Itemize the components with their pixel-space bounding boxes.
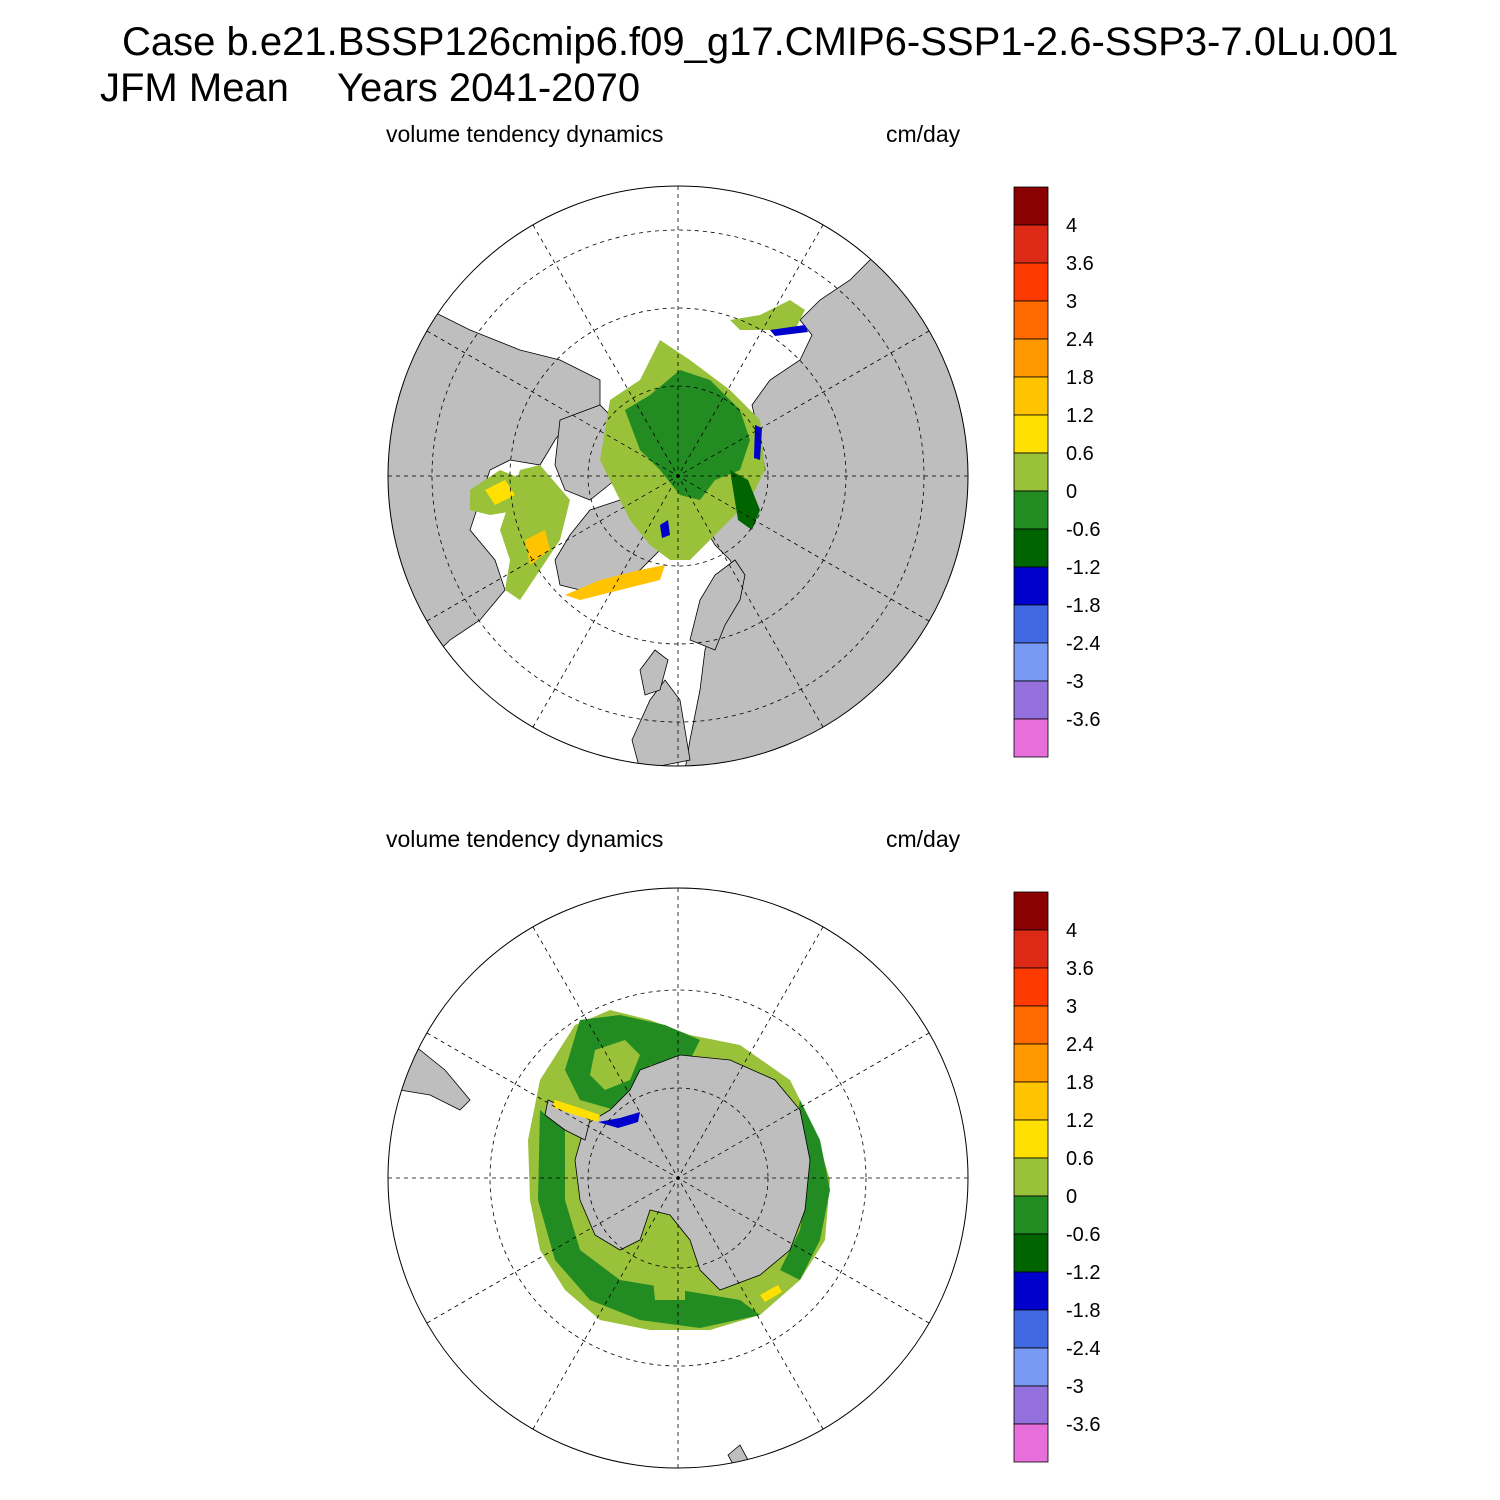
weddell-positive-strip <box>552 1100 600 1122</box>
hudson-bay-positive <box>485 480 515 505</box>
north-colorbar-tick-label: 2.4 <box>1066 329 1094 351</box>
south-colorbar-swatch <box>1013 1271 1049 1311</box>
north-map-border <box>387 185 969 767</box>
south-colorbar-swatch <box>1013 1233 1049 1273</box>
north-colorbar-swatch <box>1013 452 1049 492</box>
north-colorbar-tick-label: 3.6 <box>1066 253 1094 275</box>
greenland-east-negative <box>660 520 670 538</box>
north-colorbar-tick-label: -2.4 <box>1066 633 1100 655</box>
north-colorbar-swatch <box>1013 262 1049 302</box>
south-colorbar-tick-label: 0.6 <box>1066 1148 1094 1170</box>
arctic-ice-field-neg1.2 <box>730 470 760 530</box>
north-america-land <box>388 299 601 701</box>
north-colorbar-tick-label: -3.6 <box>1066 709 1100 731</box>
north-colorbar-swatch <box>1013 566 1049 606</box>
south-colorbar-swatch <box>1013 1195 1049 1235</box>
north-colorbar-swatch <box>1013 528 1049 568</box>
south-polar-map <box>387 887 969 1469</box>
south-colorbar-swatch <box>1013 1423 1049 1463</box>
antarctica-land <box>574 1054 811 1291</box>
british-isles <box>639 649 669 696</box>
bering-ice <box>730 300 805 330</box>
south-colorbar-swatch <box>1013 1385 1049 1425</box>
north-colorbar-tick-label: 1.2 <box>1066 405 1094 427</box>
north-colorbar-tick-label: -1.2 <box>1066 557 1100 579</box>
baffin-bay-positive <box>525 530 550 565</box>
south-colorbar-swatch <box>1013 1119 1049 1159</box>
weddell-ice-inner <box>590 1040 640 1090</box>
south-colorbar-tick-label: 4 <box>1066 920 1077 942</box>
south-colorbar-tick-label: 0 <box>1066 1186 1077 1208</box>
north-panel-left-label: volume tendency dynamics <box>386 121 664 147</box>
europe-land <box>631 679 691 766</box>
north-colorbar-tick-label: 0.6 <box>1066 443 1094 465</box>
south-colorbar-tick-label: 2.4 <box>1066 1034 1094 1056</box>
north-panel-units-label: cm/day <box>886 121 961 147</box>
season-label: JFM Mean <box>100 66 289 110</box>
north-colorbar-swatch <box>1013 376 1049 416</box>
north-polar-map <box>387 185 969 767</box>
south-colorbar-swatch <box>1013 1081 1049 1121</box>
south-colorbar-tick-label: -3.6 <box>1066 1414 1100 1436</box>
south-colorbar-tick-label: -1.8 <box>1066 1300 1100 1322</box>
south-colorbar-swatch <box>1013 1005 1049 1045</box>
south-colorbar-swatch <box>1013 891 1049 931</box>
north-colorbar-swatch <box>1013 414 1049 454</box>
south-colorbar-swatch <box>1013 1347 1049 1387</box>
north-colorbar-swatch <box>1013 186 1049 226</box>
figure-title-case: Case b.e21.BSSP126cmip6.f09_g17.CMIP6-SS… <box>122 20 1399 64</box>
south-colorbar-swatch <box>1013 1157 1049 1197</box>
scandinavia-land <box>689 559 746 651</box>
east-antarctic-ice-neg <box>780 1100 830 1280</box>
north-colorbar-tick-label: 1.8 <box>1066 367 1094 389</box>
north-colorbar-swatch <box>1013 680 1049 720</box>
south-colorbar-tick-label: -2.4 <box>1066 1338 1100 1360</box>
north-colorbar-tick-label: -0.6 <box>1066 519 1100 541</box>
north-colorbar-tick-label: 3 <box>1066 291 1077 313</box>
north-colorbar-tick-label: 0 <box>1066 481 1077 503</box>
figure-title-subtitle: JFM Mean Years 2041-2070 <box>100 66 640 110</box>
north-colorbar-swatch <box>1013 642 1049 682</box>
south-colorbar-swatch <box>1013 967 1049 1007</box>
wilkes-positive <box>760 1285 782 1302</box>
south-colorbar-swatch <box>1013 1309 1049 1349</box>
south-colorbar-swatch <box>1013 1043 1049 1083</box>
south-colorbar-swatch <box>1013 929 1049 969</box>
south-colorbar-tick-label: -0.6 <box>1066 1224 1100 1246</box>
south-graticule <box>388 888 968 1468</box>
north-colorbar-swatch <box>1013 338 1049 378</box>
bering-negative <box>770 325 808 336</box>
south-map-content <box>388 1010 830 1468</box>
period-label: Years 2041-2070 <box>336 66 641 110</box>
south-map-border <box>387 887 969 1469</box>
north-colorbar-swatch <box>1013 604 1049 644</box>
north-colorbar-tick-label: -3 <box>1066 671 1084 693</box>
arctic-ice-field-neg0.6to0 <box>625 370 750 500</box>
south-colorbar-tick-label: 3 <box>1066 996 1077 1018</box>
labrador-ice-positive <box>565 565 665 600</box>
north-colorbar-tick-label: 4 <box>1066 215 1077 237</box>
north-colorbar-swatch <box>1013 224 1049 264</box>
south-colorbar: 4 3.6 3 2.4 1.8 1.2 0.6 0 -0.6 -1.2 -1.8 -2.4 -3 -3.6 <box>1013 891 1100 1463</box>
north-colorbar-swatch <box>1013 718 1049 758</box>
barents-ice-negative <box>754 425 762 460</box>
south-colorbar-tick-label: -1.2 <box>1066 1262 1100 1284</box>
north-colorbar-swatch <box>1013 300 1049 340</box>
south-colorbar-tick-label: 3.6 <box>1066 958 1094 980</box>
weddell-negative-strip <box>598 1112 640 1128</box>
north-colorbar-swatch <box>1013 490 1049 530</box>
south-panel-units-label: cm/day <box>886 826 961 852</box>
north-graticule <box>388 186 968 766</box>
south-panel-left-label: volume tendency dynamics <box>386 826 664 852</box>
north-colorbar: 4 3.6 3 2.4 1.8 1.2 0.6 0 -0.6 -1.2 -1.8 -2.4 -3 -3.6 <box>1013 186 1100 758</box>
ross-sea-positive <box>650 1250 685 1300</box>
south-colorbar-tick-label: -3 <box>1066 1376 1084 1398</box>
north-colorbar-tick-label: -1.8 <box>1066 595 1100 617</box>
south-colorbar-tick-label: 1.2 <box>1066 1110 1094 1132</box>
ross-amundsen-ice-neg <box>538 1110 760 1328</box>
south-colorbar-tick-label: 1.8 <box>1066 1072 1094 1094</box>
